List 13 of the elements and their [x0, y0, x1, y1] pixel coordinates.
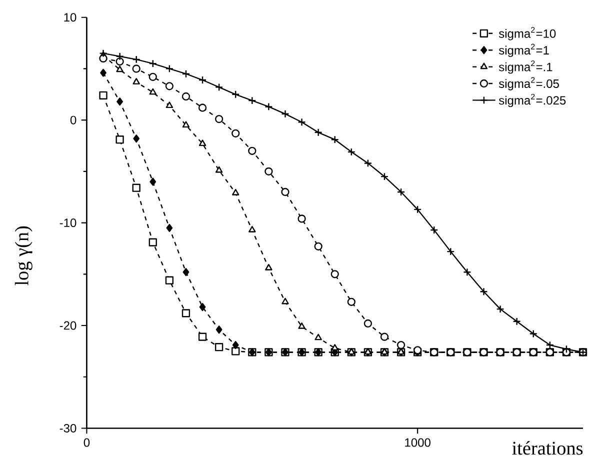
y-tick-label: -30	[60, 424, 76, 432]
legend-label: sigma$^{2}$=.025	[498, 94, 566, 107]
x-tick-label: 1000	[405, 438, 430, 447]
y-tick-label: -20	[60, 321, 76, 330]
y-tick-label: 0	[70, 116, 76, 124]
legend-label: sigma$^{2}$=.1	[498, 60, 552, 74]
y-axis-title: log γ(n)	[14, 226, 32, 286]
legend-label: sigma$^{2}$=1	[498, 44, 549, 57]
legend-label: sigma$^{2}$=.05	[498, 77, 559, 90]
legend-label: sigma$^{2}$=10	[498, 26, 556, 40]
y-tick-label: -10	[60, 218, 76, 227]
x-axis-title: itérations	[512, 441, 583, 455]
y-tick-label: 10	[64, 12, 76, 22]
